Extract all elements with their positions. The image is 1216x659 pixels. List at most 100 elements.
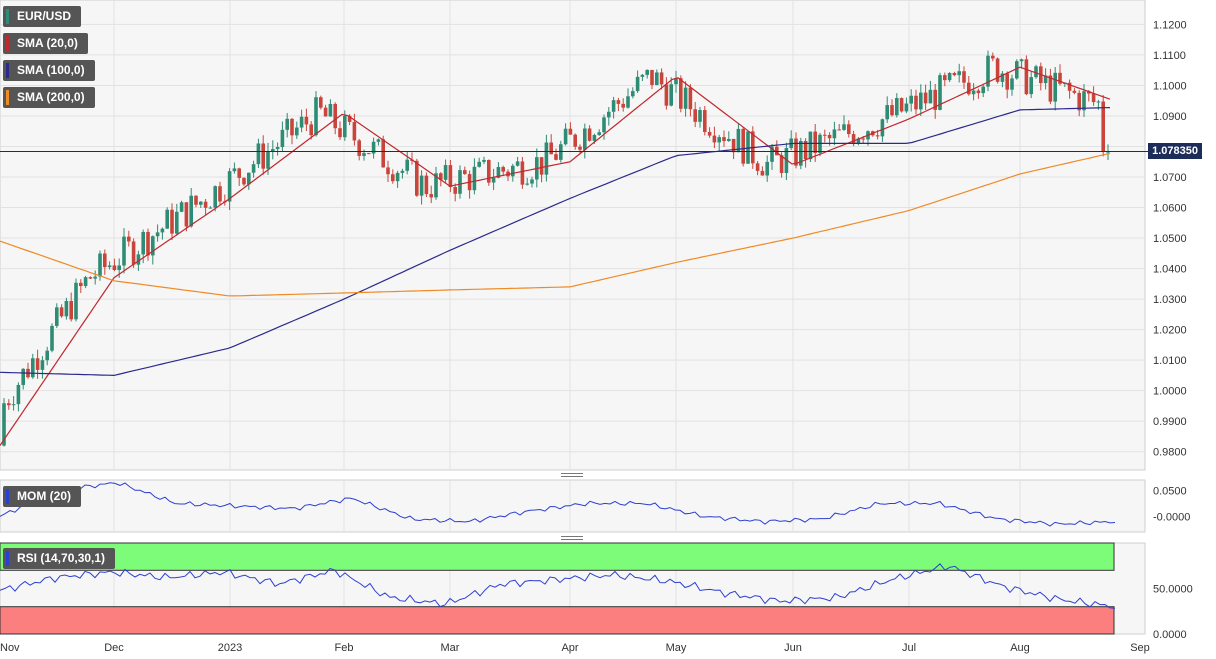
pane-resize-handle-1[interactable] xyxy=(561,472,583,478)
candle-body xyxy=(928,89,933,104)
candle-body xyxy=(50,325,54,351)
candle-body xyxy=(554,154,558,160)
candle-body xyxy=(799,140,803,166)
candle-body xyxy=(885,105,889,120)
candle-body xyxy=(1010,78,1014,90)
candle-body xyxy=(1096,101,1101,103)
mom-tick-label: -0.0000 xyxy=(1153,511,1190,523)
candle-body xyxy=(1000,73,1005,82)
candle-body xyxy=(995,58,1000,82)
sma20-legend[interactable]: SMA (20,0) xyxy=(3,33,88,54)
candle-body xyxy=(511,165,515,177)
rsi-oversold-zone xyxy=(0,606,1115,635)
candle-body xyxy=(573,134,577,147)
candle-body xyxy=(136,254,141,265)
candle-body xyxy=(1029,77,1033,95)
candle-body xyxy=(1067,82,1072,91)
y-tick-label: 1.0600 xyxy=(1153,203,1187,215)
mom-tick-label: 0.0500 xyxy=(1153,485,1187,497)
mom-line xyxy=(0,482,1116,527)
candle-body xyxy=(251,164,256,173)
candle-body xyxy=(112,265,117,270)
y-tick-label: 1.0200 xyxy=(1153,325,1187,337)
candle-body xyxy=(832,129,837,139)
candle-body xyxy=(770,146,774,162)
candle-body xyxy=(621,103,625,108)
candle-body xyxy=(117,265,121,270)
candle-body xyxy=(602,117,606,133)
candle-body xyxy=(7,403,11,406)
x-tick-label: Jul xyxy=(902,642,916,654)
candle-body xyxy=(290,118,294,136)
candle-body xyxy=(520,161,525,185)
candle-body xyxy=(170,209,174,234)
candle-body xyxy=(683,87,688,109)
candle-body xyxy=(458,170,462,194)
candle-body xyxy=(343,115,347,138)
candle-body xyxy=(847,124,851,135)
candle-body xyxy=(525,183,529,185)
y-tick-label: 1.1200 xyxy=(1153,19,1187,31)
candle-body xyxy=(808,131,813,160)
candle-body xyxy=(1048,75,1053,102)
candle-body xyxy=(237,168,241,178)
candle-body xyxy=(304,116,309,125)
candle-body xyxy=(391,174,395,182)
symbol-legend[interactable]: EUR/USD xyxy=(3,6,82,27)
y-tick-label: 1.0900 xyxy=(1153,111,1187,123)
candle-body xyxy=(227,171,232,202)
candle-body xyxy=(515,161,520,166)
candle-body xyxy=(1091,93,1096,103)
y-tick-label: 0.9900 xyxy=(1153,416,1187,428)
candle-body xyxy=(323,107,328,117)
candle-body xyxy=(631,91,635,97)
candle-body xyxy=(155,232,160,237)
candle-body xyxy=(717,137,721,143)
candle-body xyxy=(131,241,136,265)
candle-body xyxy=(429,194,433,198)
candle-body xyxy=(280,129,285,148)
candle-body xyxy=(607,111,611,118)
rsi-tick-label: 50.0000 xyxy=(1153,584,1193,596)
candle-body xyxy=(309,124,313,136)
candle-body xyxy=(362,153,366,156)
candle-body xyxy=(98,253,102,277)
candle-body xyxy=(875,135,880,137)
mom-legend[interactable]: MOM (20) xyxy=(3,486,81,507)
x-tick-label: Jun xyxy=(784,642,802,654)
candle-body xyxy=(976,90,981,94)
candle-body xyxy=(1082,91,1086,111)
candle-body xyxy=(487,159,491,183)
x-tick-label: Sep xyxy=(1130,642,1150,654)
candle-body xyxy=(256,143,261,165)
candle-body xyxy=(659,72,664,85)
candle-body xyxy=(333,103,337,129)
candle-body xyxy=(103,253,107,268)
candle-body xyxy=(1087,91,1091,94)
candle-body xyxy=(611,100,616,112)
candle-body xyxy=(386,167,390,175)
candle-body xyxy=(1034,66,1038,78)
rsi-legend[interactable]: RSI (14,70,30,1) xyxy=(3,548,116,569)
candle-body xyxy=(544,142,549,175)
candle-body xyxy=(779,155,784,173)
candles-group xyxy=(2,50,1110,447)
sma100-legend[interactable]: SMA (100,0) xyxy=(3,60,95,81)
candle-body xyxy=(357,140,361,156)
candle-body xyxy=(904,103,909,112)
y-tick-label: 1.0400 xyxy=(1153,264,1187,276)
candle-body xyxy=(165,209,169,229)
candle-body xyxy=(482,159,486,162)
candle-body xyxy=(650,69,654,85)
candle-body xyxy=(59,307,64,317)
candle-body xyxy=(21,368,25,385)
candle-body xyxy=(1005,73,1009,90)
pane-resize-handle-2[interactable] xyxy=(561,535,583,541)
candle-body xyxy=(899,98,904,112)
candle-body xyxy=(861,138,865,140)
candle-body xyxy=(938,75,942,110)
sma200-legend[interactable]: SMA (200,0) xyxy=(3,87,95,108)
candle-body xyxy=(127,236,131,242)
candle-body xyxy=(314,97,318,136)
